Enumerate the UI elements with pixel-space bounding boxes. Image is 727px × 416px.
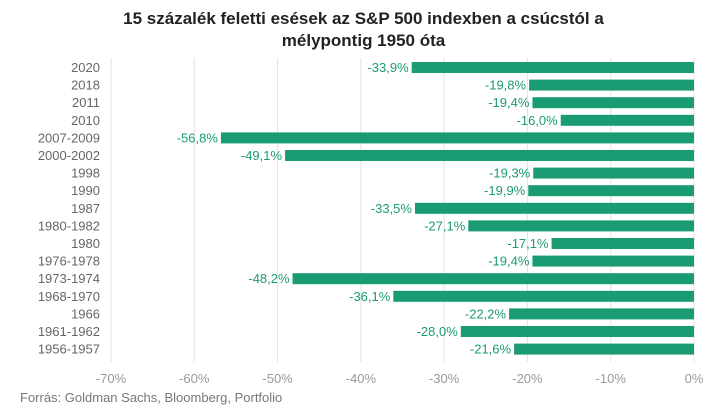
- bar: [532, 255, 694, 267]
- data-label: -48,2%: [248, 271, 290, 286]
- x-tick-label: -40%: [346, 371, 377, 386]
- data-label: -21,6%: [470, 342, 512, 357]
- source-note: Forrás: Goldman Sachs, Bloomberg, Portfo…: [20, 390, 283, 405]
- bar: [220, 132, 695, 144]
- category-label: 1980: [71, 236, 100, 251]
- category-label: 2000-2002: [38, 148, 100, 163]
- category-label: 1990: [71, 183, 100, 198]
- bar: [292, 273, 694, 285]
- bar: [551, 238, 694, 249]
- category-label: 2020: [71, 60, 100, 75]
- bar: [411, 62, 694, 73]
- category-labels: 2020 2018 2011 2010 2007-2009 2000-2002 1998 19…: [38, 60, 100, 357]
- category-label: 2010: [71, 113, 100, 128]
- x-axis-ticks: -70% -60% -50% -40% -30% -20% -10% 0%: [96, 371, 704, 386]
- bar: [528, 185, 694, 197]
- data-label: -16,0%: [517, 113, 559, 128]
- chart-title: 15 százalék feletti esések az S&P 500 in…: [0, 8, 727, 52]
- data-label: -19,3%: [489, 166, 531, 181]
- bar: [560, 114, 694, 126]
- category-label: 1998: [71, 166, 100, 181]
- x-tick-label: -20%: [512, 371, 543, 386]
- data-label: -56,8%: [177, 130, 219, 145]
- category-label: 2007-2009: [38, 130, 100, 145]
- bar: [393, 290, 694, 302]
- data-label: -19,4%: [488, 95, 530, 110]
- category-label: 1968-1970: [38, 289, 100, 304]
- category-label: 1956-1957: [38, 342, 100, 357]
- data-label: -28,0%: [417, 324, 459, 339]
- x-tick-label: -70%: [96, 371, 127, 386]
- x-tick-label: -10%: [596, 371, 627, 386]
- data-labels: -33,9% -19,8% -19,4% -16,0% -56,8% -49,1% -19,…: [177, 60, 558, 357]
- x-tick-label: -30%: [429, 371, 460, 386]
- category-label: 1961-1962: [38, 324, 100, 339]
- category-label: 1976-1978: [38, 254, 100, 269]
- data-label: -49,1%: [241, 148, 283, 163]
- data-label: -17,1%: [507, 236, 549, 251]
- bar: [285, 150, 694, 161]
- bars: [220, 62, 695, 355]
- data-label: -19,4%: [488, 254, 530, 269]
- data-label: -19,9%: [484, 183, 526, 198]
- data-label: -19,8%: [485, 78, 527, 93]
- chart-title-line-2: mélypontig 1950 óta: [281, 31, 446, 50]
- data-label: -27,1%: [424, 218, 466, 233]
- bar: [468, 220, 694, 232]
- chart-title-line-1: 15 százalék feletti esések az S&P 500 in…: [123, 9, 604, 28]
- bar: [414, 202, 694, 214]
- x-tick-label: -60%: [179, 371, 210, 386]
- data-label: -33,9%: [367, 60, 409, 75]
- bar: [533, 167, 694, 179]
- category-label: 1973-1974: [38, 271, 100, 286]
- category-label: 2018: [71, 78, 100, 93]
- bar: [460, 326, 694, 337]
- bar: [532, 97, 694, 109]
- category-label: 1980-1982: [38, 218, 100, 233]
- bar: [509, 308, 694, 320]
- bar: [529, 79, 694, 91]
- x-tick-label: -50%: [262, 371, 293, 386]
- category-label: 1966: [71, 306, 100, 321]
- data-label: -22,2%: [465, 306, 507, 321]
- data-label: -36,1%: [349, 289, 391, 304]
- x-tick-label: 0%: [685, 371, 704, 386]
- data-label: -33,5%: [371, 201, 413, 216]
- bar: [514, 343, 694, 355]
- category-label: 1987: [71, 201, 100, 216]
- category-label: 2011: [72, 95, 100, 110]
